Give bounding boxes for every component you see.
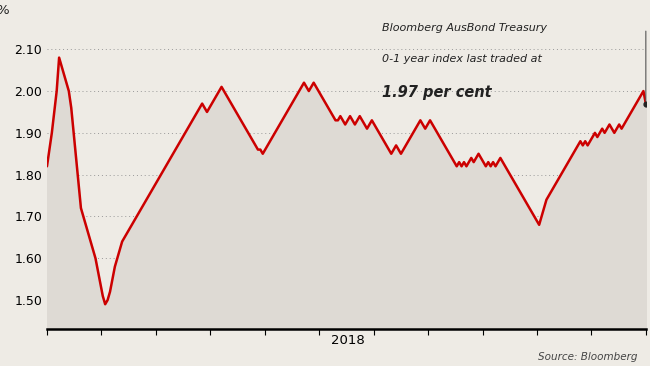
Text: 1.97 per cent: 1.97 per cent: [382, 85, 492, 100]
Text: 0-1 year index last traded at: 0-1 year index last traded at: [382, 54, 542, 64]
Text: %: %: [0, 4, 8, 17]
Text: Source: Bloomberg: Source: Bloomberg: [538, 352, 637, 362]
Text: Bloomberg AusBond Treasury: Bloomberg AusBond Treasury: [382, 23, 547, 33]
